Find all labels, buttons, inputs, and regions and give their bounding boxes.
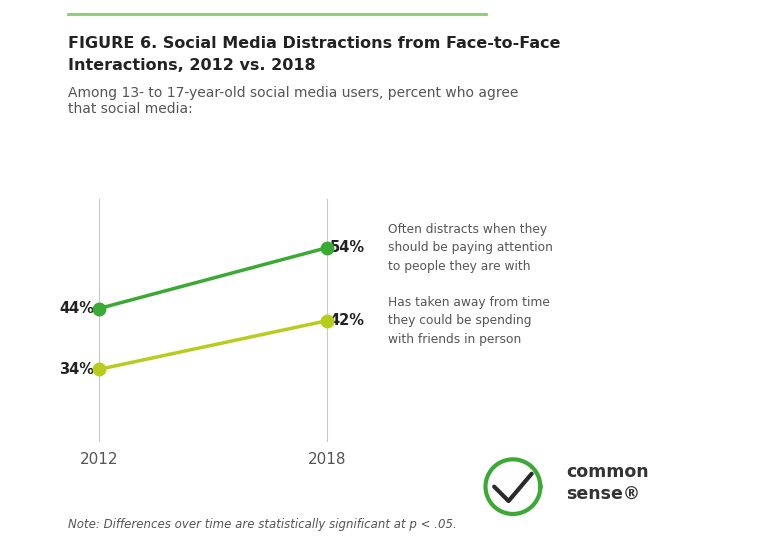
Text: 42%: 42% — [330, 313, 365, 328]
Text: FIGURE 6. Social Media Distractions from Face-to-Face: FIGURE 6. Social Media Distractions from… — [68, 36, 561, 51]
Text: common
sense®: common sense® — [566, 463, 649, 504]
Text: 54%: 54% — [330, 240, 365, 255]
Text: Has taken away from time
they could be spending
with friends in person: Has taken away from time they could be s… — [388, 296, 549, 346]
Text: 34%: 34% — [59, 362, 94, 377]
Text: Often distracts when they
should be paying attention
to people they are with: Often distracts when they should be payi… — [388, 223, 553, 273]
Text: Note: Differences over time are statistically significant at p < .05.: Note: Differences over time are statisti… — [68, 518, 458, 531]
Text: Among 13- to 17-year-old social media users, percent who agree: Among 13- to 17-year-old social media us… — [68, 86, 519, 100]
Text: Interactions, 2012 vs. 2018: Interactions, 2012 vs. 2018 — [68, 58, 316, 73]
Text: 44%: 44% — [59, 301, 94, 316]
Text: that social media:: that social media: — [68, 102, 193, 116]
